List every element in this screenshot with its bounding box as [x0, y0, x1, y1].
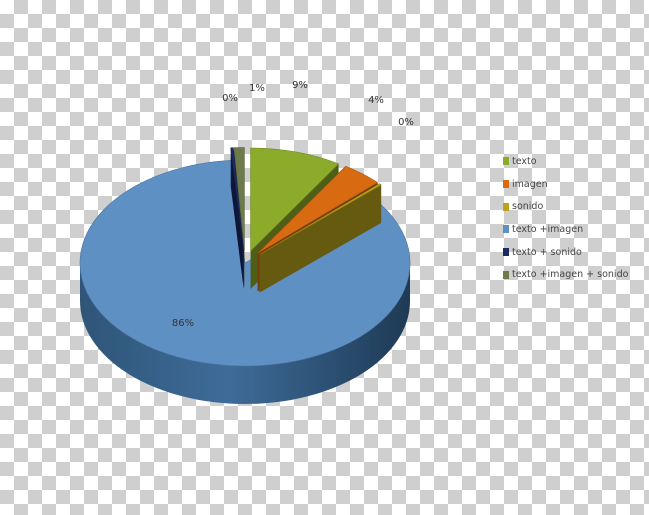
legend-item-texto: texto — [503, 150, 643, 173]
data-label-texto: 9% — [292, 80, 308, 91]
pie-face-sonido — [259, 184, 382, 293]
pie-top-texto-imagen-sonido — [233, 147, 245, 251]
legend-label-texto-imagen: texto +imagen — [512, 223, 584, 235]
legend-item-sonido: sonido — [503, 195, 643, 218]
pie-slice-sonido — [259, 183, 382, 293]
legend-item-texto-imagen: texto +imagen — [503, 218, 643, 241]
legend-label-imagen: imagen — [512, 178, 548, 190]
legend-label-texto-sonido: texto + sonido — [512, 246, 582, 258]
data-label-texto-imagen: 86% — [172, 318, 194, 329]
legend-swatch-sonido — [503, 202, 509, 211]
legend-swatch-texto-imagen — [503, 225, 509, 234]
data-label-texto-sonido: 0% — [222, 93, 238, 104]
legend-label-texto: texto — [512, 155, 537, 167]
legend-swatch-imagen — [503, 180, 509, 189]
legend-label-sonido: sonido — [512, 201, 544, 213]
pie-top-imagen — [257, 165, 379, 254]
legend-item-texto-imagen-sonido: texto +imagen + sonido — [503, 263, 643, 286]
pie-slice-texto-sonido — [230, 147, 244, 289]
legend-label-texto-imagen-sonido: texto +imagen + sonido — [512, 269, 629, 281]
chart-legend: texto imagen sonido texto +imagen texto … — [503, 150, 643, 286]
legend-item-texto-sonido: texto + sonido — [503, 241, 643, 264]
legend-swatch-texto-sonido — [503, 248, 509, 257]
pie-top-sonido — [259, 183, 382, 255]
legend-item-imagen: imagen — [503, 173, 643, 196]
data-label-imagen: 4% — [368, 95, 384, 106]
data-label-texto-imagen-sonido: 1% — [249, 83, 265, 94]
pie-top-texto-imagen — [79, 160, 411, 367]
legend-swatch-texto — [503, 157, 509, 166]
legend-swatch-texto-imagen-sonido — [503, 270, 509, 279]
pie-top-texto-sonido — [230, 147, 244, 251]
data-label-sonido: 0% — [398, 117, 414, 128]
pie-wall-texto-imagen — [80, 263, 410, 404]
pie-top-texto — [250, 147, 340, 252]
